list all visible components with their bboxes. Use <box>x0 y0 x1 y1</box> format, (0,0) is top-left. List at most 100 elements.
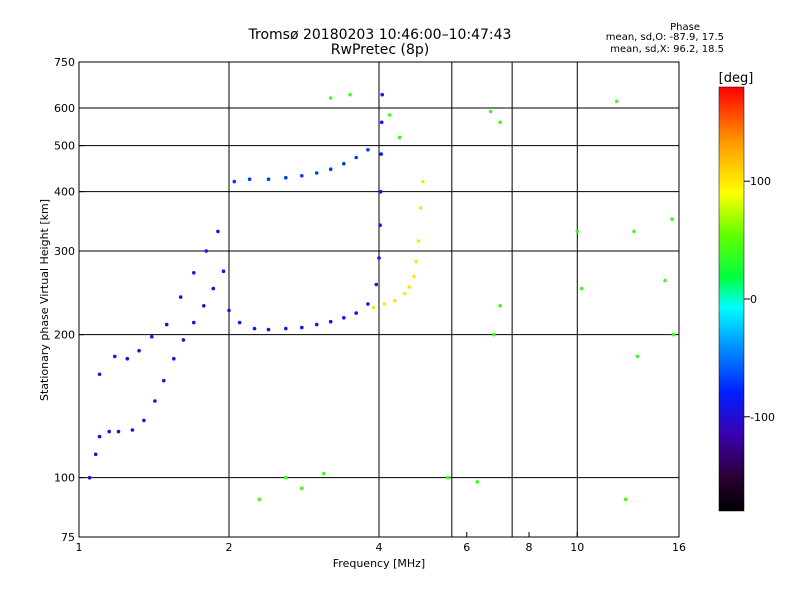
y-axis-label: Stationary phase Virtual Height [km] <box>38 199 51 401</box>
data-point <box>575 229 580 234</box>
data-point <box>125 356 130 361</box>
data-point <box>402 291 407 296</box>
data-point <box>252 326 257 331</box>
data-point <box>670 217 674 221</box>
data-point <box>342 161 346 166</box>
data-point <box>328 96 333 100</box>
data-point <box>221 269 226 274</box>
data-point <box>498 304 502 308</box>
y-tick-label: 500 <box>54 140 75 153</box>
data-point <box>216 229 220 234</box>
data-point <box>348 92 352 97</box>
data-point <box>202 304 206 308</box>
data-point <box>314 171 319 175</box>
data-point <box>475 480 480 484</box>
data-point <box>181 338 186 342</box>
data-point <box>632 229 636 234</box>
data-point <box>137 348 141 353</box>
data-point <box>284 475 288 480</box>
y-tick-label: 100 <box>54 472 75 485</box>
data-points <box>87 92 676 502</box>
x-tick-label: 8 <box>526 541 533 554</box>
data-point <box>328 319 333 324</box>
data-point <box>418 206 423 210</box>
data-point <box>232 179 237 184</box>
data-point <box>322 471 326 476</box>
data-point <box>178 295 183 299</box>
data-point <box>380 92 385 97</box>
phase-stats-title: Phase <box>670 22 700 33</box>
data-point <box>579 286 584 291</box>
data-point <box>87 475 92 480</box>
data-point <box>113 354 117 359</box>
data-point <box>284 175 288 180</box>
data-point <box>328 167 333 171</box>
data-point <box>300 174 304 178</box>
data-point <box>116 429 121 434</box>
x-axis-ticks: 1 2 4 6 8 10 16 <box>76 532 686 554</box>
data-point <box>635 354 640 359</box>
x-tick-label: 1 <box>76 541 83 554</box>
y-axis-ticks: 75 100 200 300 400 500 600 750 <box>54 56 84 544</box>
data-point <box>192 271 196 275</box>
data-point <box>374 282 379 287</box>
data-point <box>97 372 102 377</box>
colorbar-ticks: 100 0 -100 <box>744 175 775 424</box>
data-point <box>371 305 376 310</box>
data-point <box>300 325 304 330</box>
data-point <box>407 285 412 289</box>
data-point <box>414 259 419 264</box>
data-point <box>492 332 496 337</box>
data-point <box>204 249 208 253</box>
data-point <box>382 302 387 306</box>
y-tick-label: 75 <box>61 531 75 544</box>
data-point <box>379 152 384 156</box>
data-point <box>412 274 416 279</box>
data-point <box>671 332 676 337</box>
data-point <box>614 99 619 104</box>
data-point <box>366 302 370 306</box>
data-point <box>227 308 231 313</box>
data-point <box>378 223 382 227</box>
x-axis-label: Frequency [MHz] <box>333 557 425 570</box>
data-point <box>93 452 98 457</box>
data-point <box>153 399 157 403</box>
data-point <box>172 356 176 361</box>
data-point <box>130 428 135 432</box>
data-point <box>211 286 216 291</box>
y-tick-label: 400 <box>54 186 75 199</box>
data-point <box>97 434 102 439</box>
data-point <box>162 378 166 383</box>
data-point <box>387 113 392 117</box>
data-point <box>377 256 381 260</box>
data-point <box>266 177 271 181</box>
x-tick-label: 10 <box>570 541 584 554</box>
data-point <box>300 486 304 491</box>
data-point <box>498 120 502 125</box>
data-point <box>164 322 169 327</box>
data-point <box>397 135 402 140</box>
colorbar <box>718 86 745 512</box>
data-point <box>392 298 397 303</box>
chart-title-line1: Tromsø 20180203 10:46:00–10:47:43 <box>248 27 512 43</box>
data-point <box>379 120 384 125</box>
y-tick-label: 750 <box>54 56 75 69</box>
colorbar-tick-label: -100 <box>750 411 775 424</box>
y-tick-label: 300 <box>54 245 75 258</box>
data-point <box>150 334 154 339</box>
data-point <box>266 327 271 332</box>
data-point <box>488 109 493 114</box>
data-point <box>192 320 196 325</box>
colorbar-tick-label: 100 <box>750 175 771 188</box>
x-tick-label: 6 <box>463 541 470 554</box>
data-point <box>342 316 346 320</box>
data-point <box>378 189 383 194</box>
data-point <box>257 497 262 502</box>
data-point <box>142 418 146 423</box>
x-tick-label: 16 <box>672 541 686 554</box>
data-point <box>354 155 359 160</box>
data-point <box>366 148 370 152</box>
y-tick-label: 600 <box>54 102 75 115</box>
data-point <box>663 278 667 283</box>
